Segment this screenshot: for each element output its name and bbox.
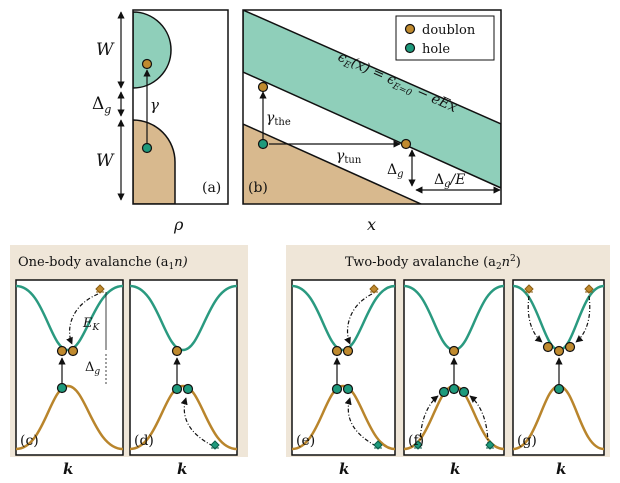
panel-f: (f) k: [403, 279, 505, 478]
gamma-tun-label: γtun: [336, 148, 362, 166]
dg-label-c: Δg: [85, 360, 100, 377]
doublon-dot-g1: [542, 341, 554, 353]
hole-dot-f3: [458, 386, 470, 398]
hole-dot-e2: [342, 383, 354, 395]
hole-dot-f1: [438, 386, 450, 398]
k-axis-d: k: [177, 460, 187, 478]
hole-circle-icon: [404, 42, 416, 54]
relaxation-arrow-g1: [527, 295, 543, 343]
relaxation-arrow-f1: [419, 395, 439, 447]
doublon-dot-e1: [331, 345, 343, 357]
hole-dot-g: [553, 383, 565, 395]
upper-band-curve: [129, 284, 238, 352]
hot-doublon-marker-g1: [524, 284, 534, 294]
k-axis-e: k: [339, 460, 349, 478]
hot-hole-marker-f1: [413, 440, 423, 450]
k-axis-g: k: [556, 460, 566, 478]
doublon-dot: [141, 58, 153, 70]
relaxation-arrow-f2: [469, 395, 489, 447]
panel-d-frame: [129, 279, 238, 456]
conduction-band: [243, 10, 501, 189]
delta-g-label: Δg: [92, 94, 111, 116]
one-body-avalanche: One-body avalanche (a1n) EK Δg (c) k: [10, 245, 248, 478]
hot-doublon-marker-e: [369, 284, 379, 294]
panel-d: (d) k: [129, 279, 238, 478]
legend: [395, 15, 495, 61]
panel-c: EK Δg (c) k: [15, 279, 124, 478]
legend-doublon: doublon: [422, 23, 476, 38]
doublon-dot-d: [171, 345, 183, 357]
panel-b-frame: [242, 9, 502, 205]
hole-dot-e1: [331, 383, 343, 395]
ek-label: EK: [82, 316, 101, 333]
panel-b: doublon hole ϵE(x) = ϵE=0 − eEx γthe γtu…: [242, 9, 502, 234]
lower-band-semicircle: [133, 119, 176, 204]
doublon-dot-c1: [56, 345, 68, 357]
panel-e: (e) k: [291, 279, 396, 478]
panel-e-frame: [291, 279, 396, 456]
relaxation-arrow-e2: [344, 397, 377, 447]
relaxation-arrow-d: [180, 397, 214, 447]
one-body-title: One-body avalanche (a1n): [18, 255, 188, 272]
panel-c-frame: [15, 279, 124, 456]
hole-dot-b: [257, 138, 269, 150]
hot-doublon-marker-c: [95, 284, 105, 294]
panel-a: W W Δg γ (a) ρ: [92, 9, 229, 234]
hot-hole-marker-e: [373, 440, 383, 450]
panel-g-label: (g): [517, 433, 537, 449]
panel-c-label: (c): [20, 433, 39, 449]
panel-f-label: (f): [408, 433, 424, 449]
panel-d-label: (d): [134, 433, 154, 449]
hole-dot-d1: [171, 383, 183, 395]
gamma-label: γ: [150, 96, 159, 114]
doublon-dot-b: [257, 81, 269, 93]
hot-hole-marker-f2: [485, 440, 495, 450]
rho-axis-label: ρ: [173, 215, 184, 234]
two-body-title: Two-body avalanche (a2n2): [345, 254, 521, 272]
relaxation-arrow-c: [66, 293, 99, 345]
x-axis-label: x: [367, 215, 376, 234]
doublon-dot-e2: [342, 345, 354, 357]
hole-dot-d2: [182, 383, 194, 395]
doublon-dot-f: [448, 345, 460, 357]
hot-doublon-marker-g2: [584, 284, 594, 294]
two-body-avalanche: Two-body avalanche (a2n2) (e) k: [286, 245, 610, 478]
panel-g: (g) k: [512, 279, 605, 478]
w-top-label: W: [96, 40, 115, 60]
doublon-dot-g2: [553, 345, 565, 357]
relaxation-arrow-g2: [575, 295, 591, 343]
k-axis-c: k: [63, 460, 73, 478]
panel-a-label: (a): [202, 180, 221, 196]
delta-g-over-e-label: Δg/E: [434, 172, 465, 190]
doublon-dot-c2: [67, 345, 79, 357]
relaxation-arrow-e1: [344, 293, 373, 345]
doublon-dot-g3: [564, 341, 576, 353]
gamma-the-label: γthe: [266, 110, 291, 128]
hole-dot-f2: [448, 383, 460, 395]
lower-band-curve: [129, 384, 238, 451]
upper-band-semicircle: [133, 11, 172, 89]
panel-a-frame: [132, 9, 229, 205]
doublon-circle-icon: [404, 23, 416, 35]
delta-g-label-b: Δg: [387, 162, 404, 180]
hot-hole-marker-d: [210, 440, 220, 450]
lower-band-curve: [291, 384, 396, 451]
w-bottom-label: W: [96, 151, 115, 171]
lower-band-curve: [15, 384, 124, 451]
doublon-dot-b2: [400, 138, 412, 150]
legend-hole: hole: [422, 42, 450, 57]
panel-b-label: (b): [248, 180, 268, 196]
panel-e-label: (e): [296, 433, 315, 449]
hole-dot: [141, 142, 153, 154]
hole-dot-c: [56, 382, 68, 394]
k-axis-f: k: [450, 460, 460, 478]
